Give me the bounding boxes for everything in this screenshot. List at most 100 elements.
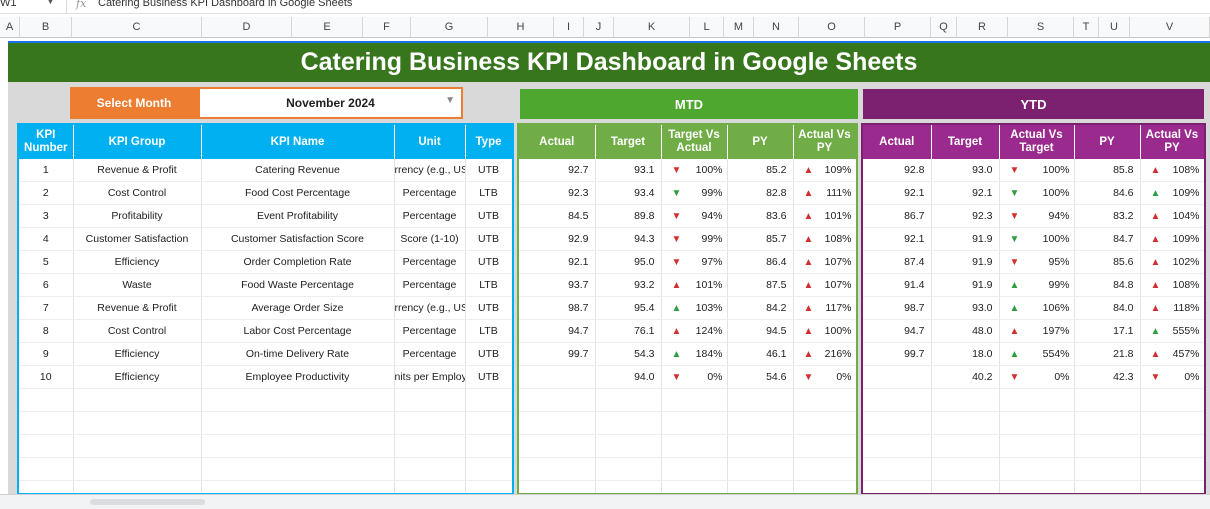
empty-cell: [394, 457, 466, 481]
table-row[interactable]: 98.7 95.4 ▲ 103% 84.2 ▲ 117%: [519, 296, 856, 320]
table-row[interactable]: 92.8 93.0 ▼ 100% 85.8 ▲ 108%: [863, 159, 1204, 182]
table-row[interactable]: [19, 434, 512, 458]
table-row[interactable]: [863, 388, 1204, 412]
table-row[interactable]: 6 Waste Food Waste Percentage Percentage LTB: [19, 273, 512, 297]
mtd-actual-vs-py-value: 107%: [824, 256, 852, 268]
table-row[interactable]: 92.9 94.3 ▼ 99% 85.7 ▲ 108%: [519, 227, 856, 251]
table-row[interactable]: 10 Efficiency Employee Productivity nits pe…: [19, 365, 512, 389]
ytd-actual-vs-py-cell: ▲ 118%: [1140, 296, 1204, 320]
mtd-target: 76.1: [595, 319, 662, 343]
column-header-b[interactable]: B: [20, 17, 72, 38]
table-row[interactable]: 7 Revenue & Profit Average Order Size rrenc…: [19, 296, 512, 320]
formula-input[interactable]: Catering Business KPI Dashboard in Googl…: [98, 0, 353, 9]
table-row[interactable]: [519, 434, 856, 458]
column-header-p[interactable]: P: [865, 17, 931, 38]
table-row[interactable]: [863, 411, 1204, 435]
table-row[interactable]: [863, 457, 1204, 481]
table-row[interactable]: [863, 480, 1204, 493]
horizontal-scrollbar[interactable]: [0, 494, 1210, 509]
empty-cell: [73, 480, 202, 493]
table-row[interactable]: 94.7 76.1 ▲ 124% 94.5 ▲ 100%: [519, 319, 856, 343]
column-header-m[interactable]: M: [724, 17, 754, 38]
empty-cell: [1074, 457, 1141, 481]
table-row[interactable]: 92.3 93.4 ▼ 99% 82.8 ▲ 111%: [519, 181, 856, 205]
column-header-l[interactable]: L: [690, 17, 724, 38]
table-row[interactable]: [519, 457, 856, 481]
table-row[interactable]: 99.7 18.0 ▲ 554% 21.8 ▲ 457%: [863, 342, 1204, 366]
column-header-v[interactable]: V: [1130, 17, 1210, 38]
chevron-down-icon[interactable]: ▼: [46, 0, 55, 6]
table-row[interactable]: [19, 457, 512, 481]
column-header-h[interactable]: H: [488, 17, 554, 38]
ytd-actual: 99.7: [863, 342, 932, 366]
table-row[interactable]: 40.2 ▼ 0% 42.3 ▼ 0%: [863, 365, 1204, 389]
ytd-target: 91.9: [931, 250, 1000, 274]
empty-cell: [1074, 411, 1141, 435]
month-value: November 2024: [286, 96, 375, 110]
column-header-d[interactable]: D: [202, 17, 292, 38]
table-row[interactable]: 4 Customer Satisfaction Customer Satisfact…: [19, 227, 512, 251]
dashboard-title-banner[interactable]: Catering Business KPI Dashboard in Googl…: [8, 41, 1210, 82]
mtd-target-vs-actual-value: 100%: [695, 164, 723, 176]
table-row[interactable]: [863, 434, 1204, 458]
table-row[interactable]: [19, 411, 512, 435]
table-row[interactable]: [19, 388, 512, 412]
mtd-target-vs-actual-value: 101%: [695, 279, 723, 291]
table-row[interactable]: 99.7 54.3 ▲ 184% 46.1 ▲ 216%: [519, 342, 856, 366]
mtd-target: 94.3: [595, 227, 662, 251]
column-header-g[interactable]: G: [411, 17, 488, 38]
triangle-up-icon: ▲: [803, 256, 814, 268]
table-row[interactable]: 86.7 92.3 ▼ 94% 83.2 ▲ 104%: [863, 204, 1204, 228]
mtd-actual-vs-py-value: 107%: [824, 279, 852, 291]
table-row[interactable]: 93.7 93.2 ▲ 101% 87.5 ▲ 107%: [519, 273, 856, 297]
table-row[interactable]: [519, 480, 856, 493]
column-header-a[interactable]: A: [0, 17, 20, 38]
table-row[interactable]: 9 Efficiency On-time Delivery Rate Percenta…: [19, 342, 512, 366]
table-row[interactable]: 94.0 ▼ 0% 54.6 ▼ 0%: [519, 365, 856, 389]
column-header-n[interactable]: N: [754, 17, 799, 38]
table-row[interactable]: 91.4 91.9 ▲ 99% 84.8 ▲ 108%: [863, 273, 1204, 297]
table-row[interactable]: 92.7 93.1 ▼ 100% 85.2 ▲ 109%: [519, 159, 856, 182]
scrollbar-thumb[interactable]: [90, 499, 205, 505]
column-header-q[interactable]: Q: [931, 17, 957, 38]
table-row[interactable]: 98.7 93.0 ▲ 106% 84.0 ▲ 118%: [863, 296, 1204, 320]
table-row[interactable]: 94.7 48.0 ▲ 197% 17.1 ▲ 555%: [863, 319, 1204, 343]
column-header-t[interactable]: T: [1074, 17, 1099, 38]
cell-reference[interactable]: W1: [0, 0, 17, 9]
table-row[interactable]: 5 Efficiency Order Completion Rate Percenta…: [19, 250, 512, 274]
table-row[interactable]: 92.1 91.9 ▼ 100% 84.7 ▲ 109%: [863, 227, 1204, 251]
kpi-unit: Percentage: [394, 250, 466, 274]
table-row[interactable]: [519, 388, 856, 412]
column-header-j[interactable]: J: [584, 17, 614, 38]
ytd-actual-vs-py-cell: ▲ 555%: [1140, 319, 1204, 343]
table-row[interactable]: 2 Cost Control Food Cost Percentage Percent…: [19, 181, 512, 205]
column-header-i[interactable]: I: [554, 17, 584, 38]
column-header-o[interactable]: O: [799, 17, 865, 38]
table-row[interactable]: 8 Cost Control Labor Cost Percentage Percen…: [19, 319, 512, 343]
table-row[interactable]: 84.5 89.8 ▼ 94% 83.6 ▲ 101%: [519, 204, 856, 228]
month-dropdown[interactable]: November 2024 ▼: [198, 87, 463, 119]
dropdown-caret-icon[interactable]: ▼: [445, 95, 455, 106]
table-row[interactable]: [519, 411, 856, 435]
table-row[interactable]: [19, 480, 512, 493]
mtd-target-vs-actual-cell: ▼ 97%: [661, 250, 728, 274]
column-header-r[interactable]: R: [957, 17, 1008, 38]
triangle-down-icon: ▼: [671, 256, 682, 268]
table-row[interactable]: 87.4 91.9 ▼ 95% 85.6 ▲ 102%: [863, 250, 1204, 274]
column-header-c[interactable]: C: [72, 17, 202, 38]
column-header-s[interactable]: S: [1008, 17, 1074, 38]
column-header-f[interactable]: F: [363, 17, 411, 38]
column-header-u[interactable]: U: [1099, 17, 1130, 38]
table-row[interactable]: 1 Revenue & Profit Catering Revenue rrency …: [19, 159, 512, 182]
mtd-actual-vs-py-cell: ▲ 101%: [793, 204, 856, 228]
triangle-up-icon: ▲: [1150, 279, 1161, 291]
table-row[interactable]: 3 Profitability Event Profitability Percent…: [19, 204, 512, 228]
column-header-e[interactable]: E: [292, 17, 363, 38]
mtd-target: 93.2: [595, 273, 662, 297]
kpi-type: LTB: [465, 181, 512, 205]
table-row[interactable]: 92.1 92.1 ▼ 100% 84.6 ▲ 109%: [863, 181, 1204, 205]
mtd-target-vs-actual-value: 99%: [701, 233, 723, 245]
kpi-unit: Percentage: [394, 319, 466, 343]
table-row[interactable]: 92.1 95.0 ▼ 97% 86.4 ▲ 107%: [519, 250, 856, 274]
column-header-k[interactable]: K: [614, 17, 690, 38]
